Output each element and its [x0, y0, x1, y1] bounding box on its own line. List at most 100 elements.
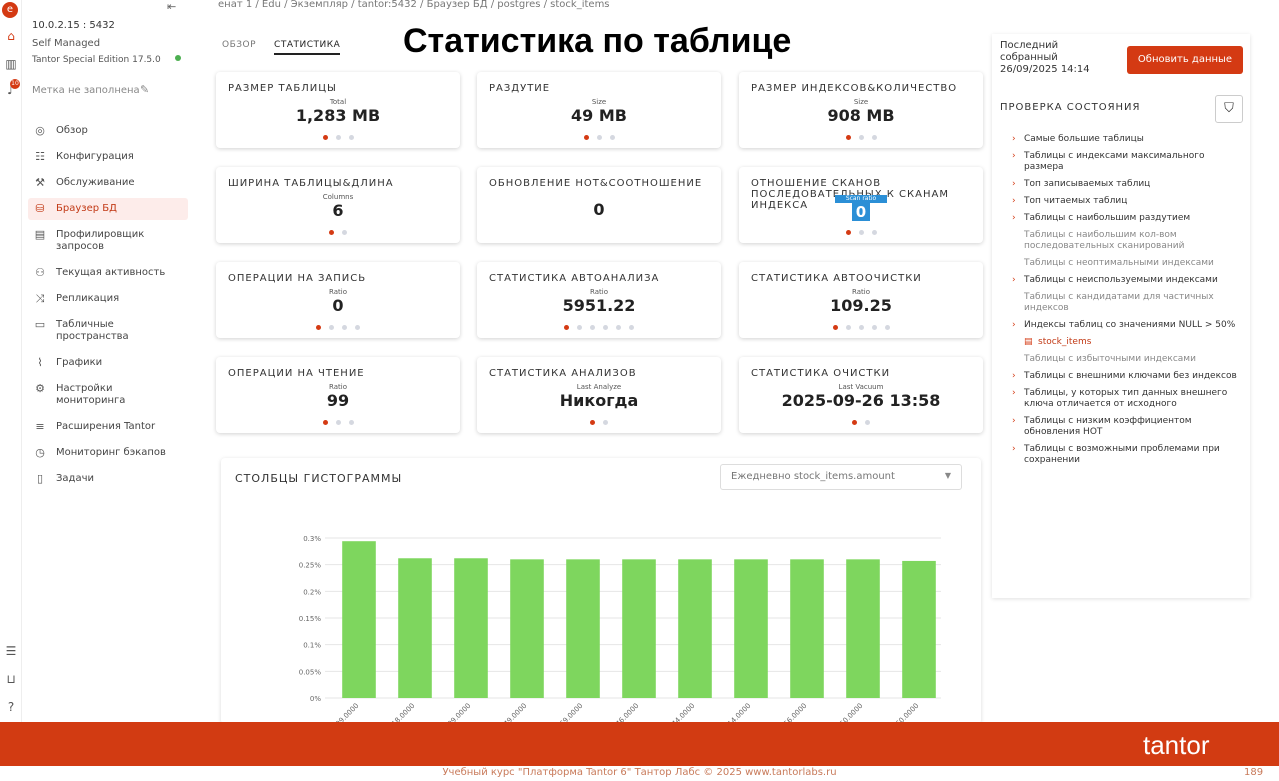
health-check-item[interactable]: › Топ читаемых таблиц	[1010, 196, 1246, 207]
carousel-dot[interactable]	[845, 230, 851, 235]
carousel-dot[interactable]	[609, 135, 615, 140]
tantor-logo-icon[interactable]: e	[2, 2, 18, 18]
update-data-button[interactable]: Обновить данные	[1127, 46, 1243, 74]
server-mode: Self Managed	[32, 38, 101, 49]
carousel-dot[interactable]	[845, 135, 851, 140]
layout-icon[interactable]: ⊔	[6, 672, 16, 686]
carousel-dot[interactable]	[629, 325, 634, 330]
tab-statistics[interactable]: СТАТИСТИКА	[274, 40, 341, 55]
sidebar-item-replication[interactable]: ⤨ Репликация	[28, 288, 188, 310]
histogram-column-select[interactable]: Ежедневно stock_items.amount ▼	[720, 464, 962, 490]
stat-card-value: 2025-09-26 13:58	[781, 391, 941, 410]
pencil-icon[interactable]: ✎	[140, 83, 150, 96]
carousel-dot[interactable]	[577, 325, 582, 330]
sidebar-item-profiler[interactable]: ▤ Профилировщик запросов	[28, 224, 188, 258]
histogram-chart: 0% 0.05% 0.1% 0.15% 0.2% 0.25% 0.3% 199.0000 18.…	[299, 535, 941, 724]
sidebar-item-label: Расширения Tantor	[56, 421, 156, 432]
sidebar-item-overview[interactable]: ◎ Обзор	[28, 120, 188, 142]
stat-card-subtitle: Total	[329, 98, 347, 106]
x-tick-label: 460.0000	[891, 702, 920, 724]
carousel-dot[interactable]	[590, 420, 595, 425]
carousel-dot[interactable]	[871, 135, 877, 140]
carousel-dot[interactable]	[858, 135, 864, 140]
health-check-item[interactable]: › Таблицы, у которых тип данных внешнего …	[1010, 388, 1246, 410]
health-check-item[interactable]: Таблицы с избыточными индексами	[1010, 354, 1246, 365]
stat-card-title: ОБНОВЛЕНИЕ HOT&СООТНОШЕНИЕ	[489, 178, 703, 189]
carousel-dot[interactable]	[852, 420, 857, 425]
carousel-dot[interactable]	[348, 135, 354, 140]
stat-card-title: СТАТИСТИКА АНАЛИЗОВ	[489, 368, 637, 379]
breadcrumb[interactable]: енат 1 / Edu / Экземпляр / tantor:5432 /…	[218, 0, 610, 10]
health-check-item[interactable]: Таблицы с неоптимальными индексами	[1010, 258, 1246, 269]
home-icon[interactable]: ⌂	[7, 29, 15, 43]
carousel-dot[interactable]	[342, 230, 347, 235]
carousel-dot[interactable]	[348, 420, 354, 425]
health-check-item[interactable]: › Таблицы с индексами максимального разме…	[1010, 151, 1246, 173]
sidebar-item-tasks[interactable]: ▯ Задачи	[28, 468, 188, 490]
health-check-label: stock_items	[1038, 337, 1092, 347]
book-icon[interactable]: ▥	[5, 57, 17, 71]
health-check-label: Таблицы с возможными проблемами при сохр…	[1024, 444, 1220, 465]
tab-overview[interactable]: ОБЗОР	[222, 40, 257, 50]
carousel-dot[interactable]	[329, 325, 334, 330]
health-check-item[interactable]: Таблицы с кандидатами для частичных инде…	[1010, 292, 1246, 314]
carousel-dot[interactable]	[335, 135, 341, 140]
health-check-item[interactable]: › Таблицы с внешними ключами без индексов	[1010, 371, 1246, 382]
sidebar-item-monitoring-settings[interactable]: ⚙ Настройки мониторинга	[28, 378, 188, 412]
health-check-item[interactable]: › Таблицы с наибольшим раздутием	[1010, 213, 1246, 224]
stat-card-value: 109.25	[830, 296, 892, 315]
carousel-dot[interactable]	[865, 420, 870, 425]
sidebar-item-extensions[interactable]: ≡ Расширения Tantor	[28, 416, 188, 438]
carousel-dot[interactable]	[316, 325, 321, 330]
carousel-dot[interactable]	[342, 325, 347, 330]
sidebar-item-config[interactable]: ☷ Конфигурация	[28, 146, 188, 168]
health-check-label: Таблицы с неоптимальными индексами	[1024, 258, 1214, 268]
carousel-dot[interactable]	[871, 230, 877, 235]
sidebar-item-charts[interactable]: ⌇ Графики	[28, 352, 188, 374]
carousel-dot[interactable]	[832, 325, 838, 330]
bell-icon[interactable]: ♪	[7, 83, 15, 97]
carousel-dot[interactable]	[858, 325, 864, 330]
carousel-dot[interactable]	[616, 325, 621, 330]
health-check-list: › Самые большие таблицы › Таблицы с индекса…	[1010, 134, 1246, 472]
carousel-dot[interactable]	[329, 230, 334, 235]
health-check-item[interactable]: › Таблицы с неиспользуемыми индексами	[1010, 275, 1246, 286]
sidebar-item-maintenance[interactable]: ⚒ Обслуживание	[28, 172, 188, 194]
carousel-dot[interactable]	[322, 420, 328, 425]
carousel-dot[interactable]	[884, 325, 890, 330]
health-check-item[interactable]: › Топ записываемых таблиц	[1010, 179, 1246, 190]
carousel-dot[interactable]	[603, 325, 608, 330]
carousel-dot[interactable]	[322, 135, 328, 140]
health-check-label: Таблицы с кандидатами для частичных инде…	[1024, 292, 1214, 313]
health-check-table-link[interactable]: ▤ stock_items	[1010, 337, 1246, 348]
table-icon: ▤	[1024, 337, 1033, 347]
x-tick-label: 356.0000	[779, 702, 808, 724]
filter-icon[interactable]: ⛉	[1215, 95, 1243, 123]
sidebar-item-db-browser[interactable]: ⛁ Браузер БД	[28, 198, 188, 220]
carousel-dot[interactable]	[871, 325, 877, 330]
sidebar-item-activity[interactable]: ⚇ Текущая активность	[28, 262, 188, 284]
collapse-sidebar-icon[interactable]: ⇤	[167, 0, 177, 13]
health-check-item[interactable]: › Индексы таблиц со значениями NULL > 50%	[1010, 320, 1246, 331]
health-check-item[interactable]: Таблицы с наибольшим кол-вом последовате…	[1010, 230, 1246, 252]
health-check-item[interactable]: › Таблицы с низким коэффициентом обновлен…	[1010, 416, 1246, 438]
sidebar-item-tablespaces[interactable]: ▭ Табличные пространства	[28, 314, 188, 348]
health-check-label: Таблицы с внешними ключами без индексов	[1024, 371, 1237, 381]
carousel-dot[interactable]	[858, 230, 864, 235]
carousel-dot[interactable]	[335, 420, 341, 425]
carousel-dot[interactable]	[603, 420, 608, 425]
health-check-item[interactable]: › Таблицы с возможными проблемами при сох…	[1010, 444, 1246, 466]
x-tick-label: 199.0000	[443, 702, 472, 724]
carousel-dot[interactable]	[564, 325, 569, 330]
settings-sliders-icon[interactable]: ☰	[5, 644, 17, 658]
help-icon[interactable]: ?	[7, 700, 15, 714]
carousel-dot[interactable]	[590, 325, 595, 330]
health-check-label: Таблицы с индексами максимального размер…	[1024, 151, 1205, 172]
sidebar-item-label: Репликация	[56, 293, 120, 304]
carousel-dot[interactable]	[583, 135, 589, 140]
carousel-dot[interactable]	[596, 135, 602, 140]
carousel-dot[interactable]	[845, 325, 851, 330]
health-check-item[interactable]: › Самые большие таблицы	[1010, 134, 1246, 145]
carousel-dot[interactable]	[355, 325, 360, 330]
sidebar-item-backups[interactable]: ◷ Мониторинг бэкапов	[28, 442, 188, 464]
